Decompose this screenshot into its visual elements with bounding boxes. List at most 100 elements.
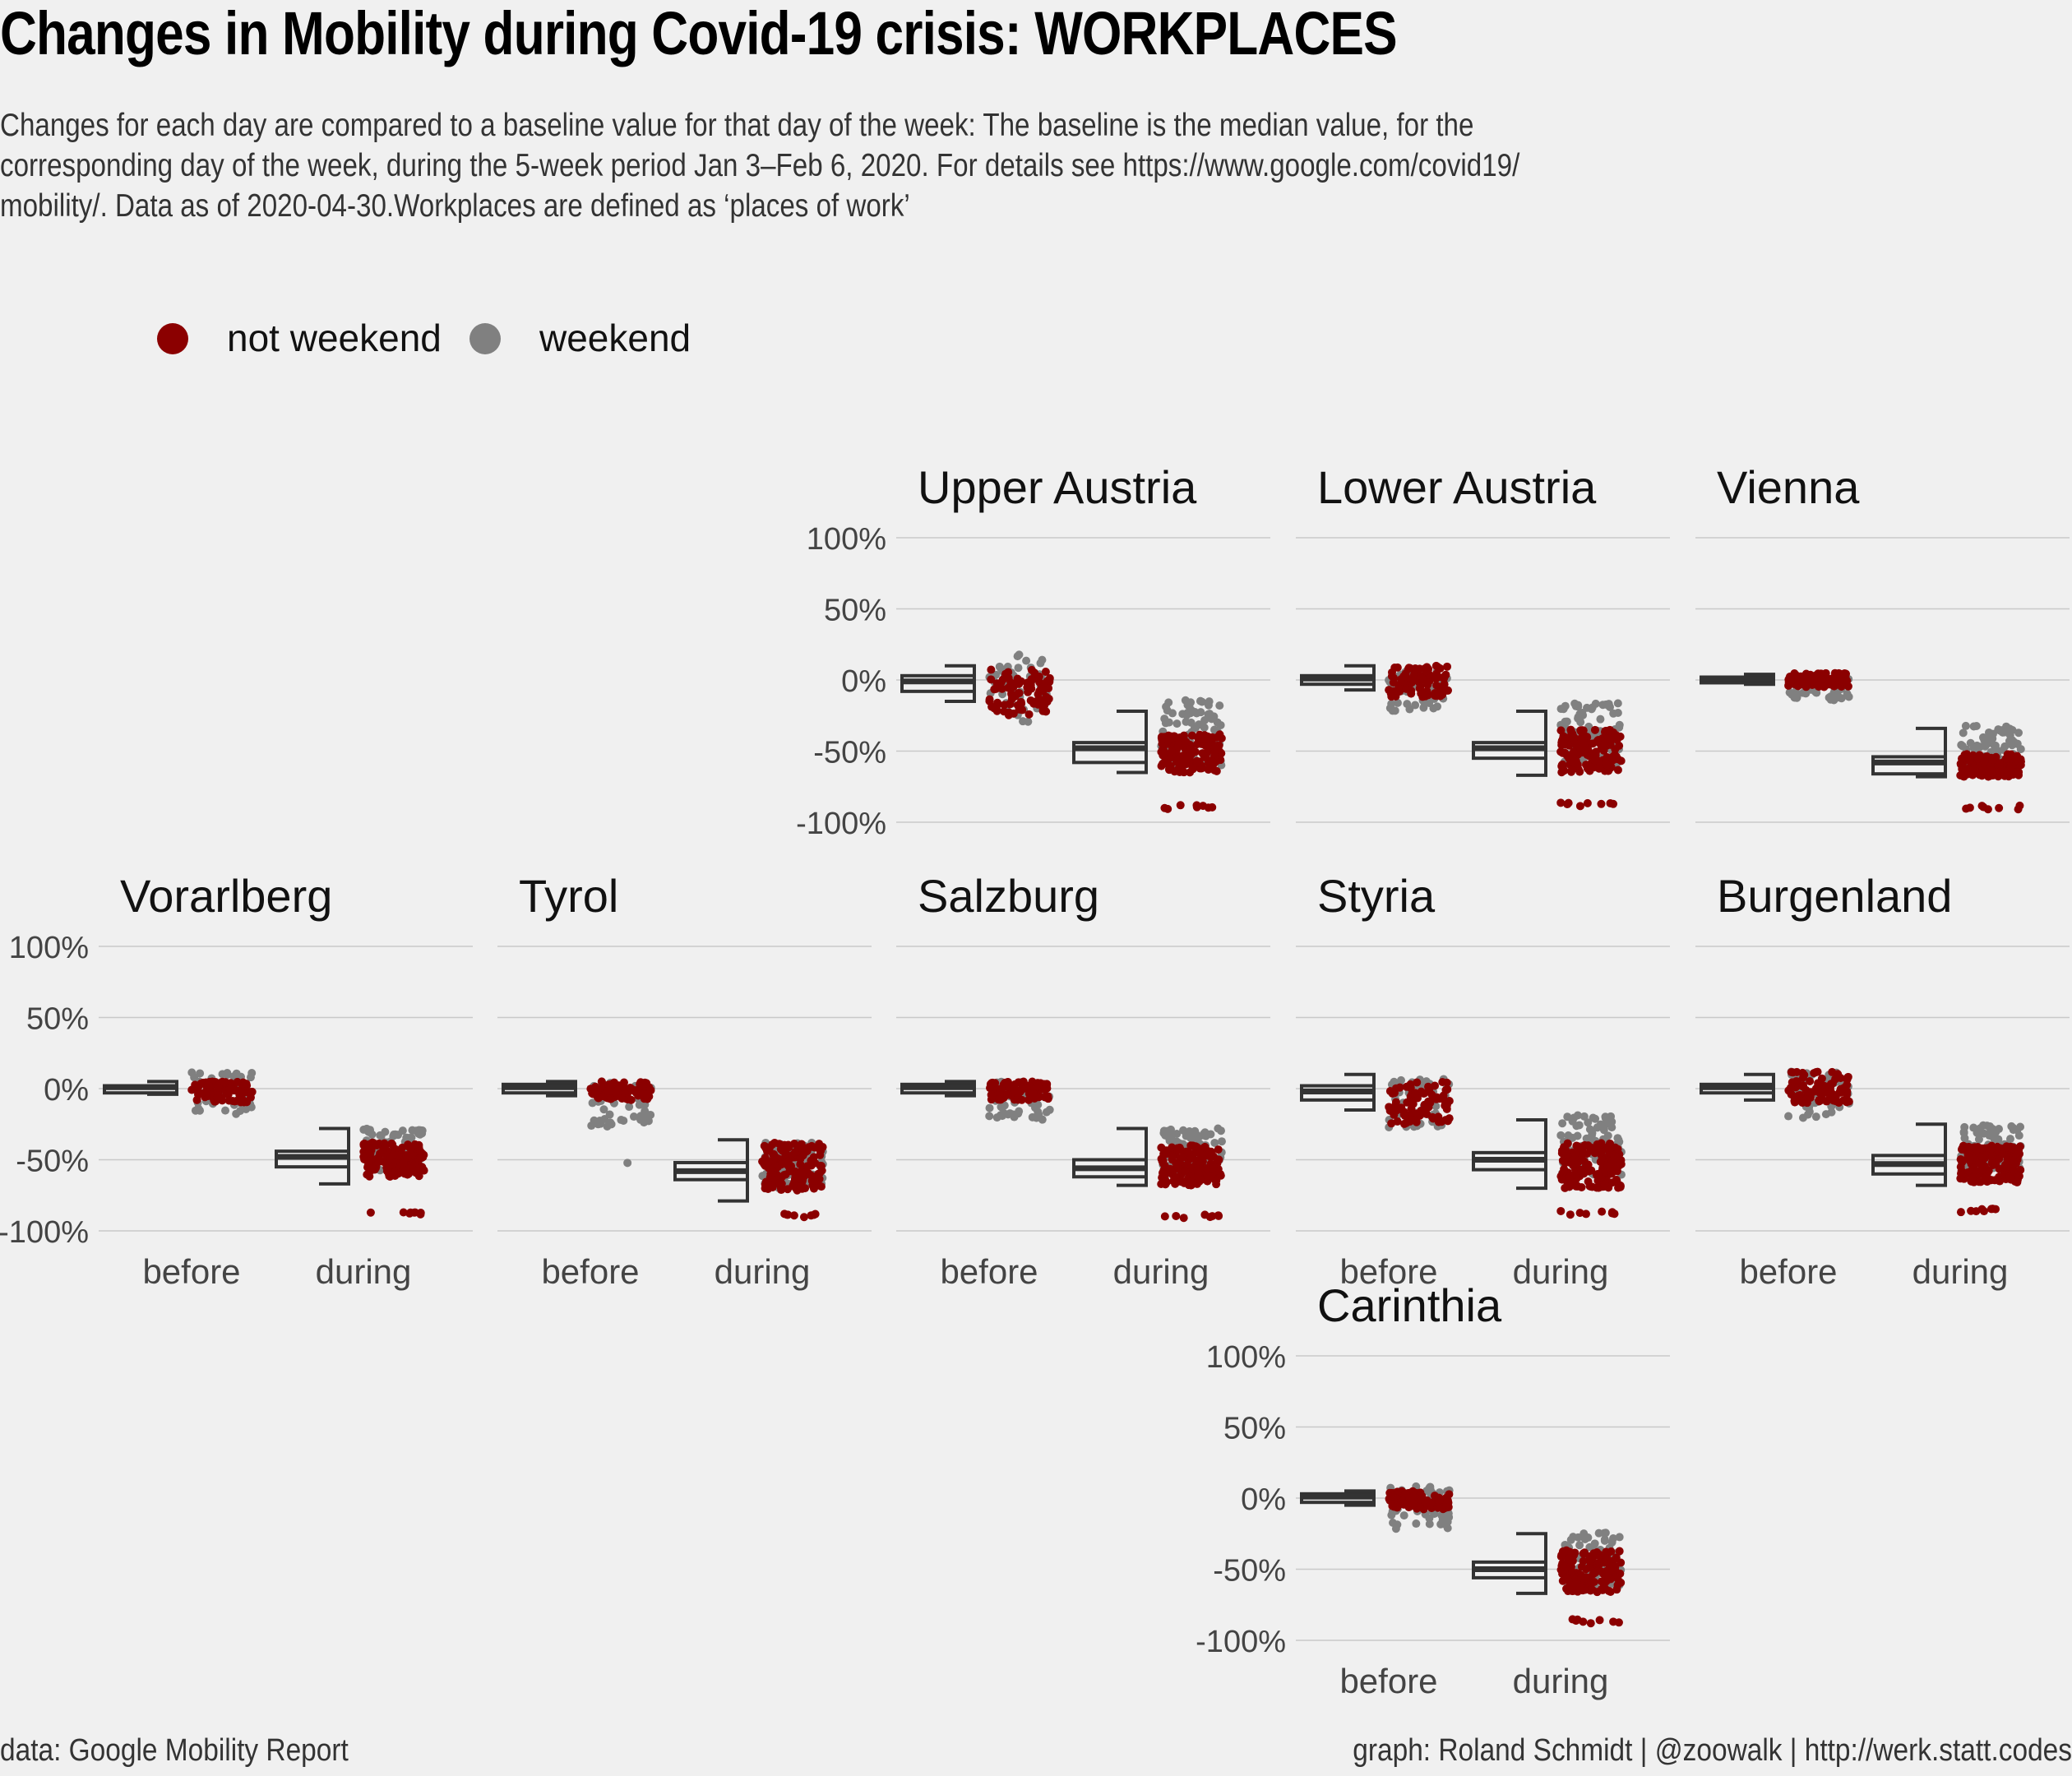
point-not-weekend: [1015, 688, 1024, 697]
point-not-weekend: [1167, 734, 1176, 743]
point-not-weekend: [816, 1146, 825, 1155]
point-weekend: [1805, 1107, 1814, 1116]
point-outlier: [1988, 1205, 1997, 1214]
point-weekend: [1588, 1135, 1597, 1144]
point-weekend: [636, 1115, 645, 1124]
point-weekend: [416, 1126, 425, 1135]
point-not-weekend: [2013, 768, 2022, 777]
point-not-weekend: [998, 675, 1007, 684]
point-not-weekend: [1977, 1153, 1986, 1162]
point-outlier: [1581, 1209, 1590, 1219]
point-weekend: [1443, 1524, 1452, 1533]
facet-panel: Tyrol before during: [497, 870, 872, 1291]
point-not-weekend: [1839, 1084, 1848, 1093]
chart-subtitle: Changes for each day are compared to a b…: [0, 108, 1520, 224]
point-not-weekend: [1399, 672, 1408, 681]
point-not-weekend: [1977, 1177, 1986, 1186]
point-not-weekend: [1432, 681, 1441, 690]
point-weekend: [1191, 708, 1200, 717]
point-not-weekend: [1442, 1078, 1451, 1087]
point-not-weekend: [1817, 1074, 1826, 1083]
point-weekend: [1594, 1529, 1603, 1538]
point-weekend: [1558, 1119, 1567, 1128]
point-not-weekend: [1574, 1158, 1583, 1167]
point-outlier: [1583, 798, 1592, 807]
point-not-weekend: [1411, 664, 1420, 673]
point-weekend: [1015, 650, 1024, 659]
point-not-weekend: [1418, 689, 1427, 698]
point-not-weekend: [1587, 1145, 1596, 1154]
point-weekend: [1785, 688, 1794, 697]
point-not-weekend: [1212, 1180, 1221, 1189]
point-not-weekend: [1968, 770, 1977, 779]
x-tick-label: before: [541, 1252, 639, 1291]
point-not-weekend: [1820, 1088, 1829, 1097]
point-not-weekend: [1806, 1093, 1815, 1102]
facet-title: Upper Austria: [918, 461, 1197, 513]
y-tick-label: 50%: [1223, 1412, 1286, 1446]
whisker: [1916, 1122, 1947, 1187]
point-outlier: [1980, 1207, 1989, 1216]
point-not-weekend: [1416, 682, 1425, 691]
point-weekend: [1200, 1128, 1209, 1137]
point-not-weekend: [1003, 1090, 1012, 1099]
point-not-weekend: [1205, 1171, 1214, 1180]
point-not-weekend: [1019, 1077, 1028, 1086]
point-not-weekend: [992, 684, 1001, 693]
point-not-weekend: [1198, 749, 1207, 758]
point-weekend: [599, 1105, 608, 1114]
point-not-weekend: [1183, 1160, 1192, 1169]
point-weekend: [1589, 1542, 1598, 1551]
legend: not weekend weekend: [157, 317, 691, 359]
point-not-weekend: [1182, 738, 1191, 747]
point-weekend: [1210, 1138, 1219, 1147]
point-weekend: [376, 1131, 385, 1140]
point-weekend: [1389, 1518, 1398, 1527]
boxplot-before: [900, 664, 976, 703]
point-weekend: [1959, 728, 1968, 738]
data-source-caption: data: Google Mobility Report: [0, 1733, 349, 1768]
point-not-weekend: [798, 1142, 807, 1151]
point-weekend: [985, 1112, 994, 1121]
point-not-weekend: [812, 1172, 821, 1182]
point-not-weekend: [1436, 687, 1445, 696]
point-not-weekend: [1590, 756, 1599, 765]
point-weekend: [1161, 1131, 1170, 1140]
point-not-weekend: [796, 1182, 805, 1191]
point-not-weekend: [1443, 1117, 1452, 1126]
point-weekend: [1399, 1511, 1408, 1520]
point-weekend: [1570, 1113, 1579, 1122]
points-during: [1556, 1529, 1626, 1628]
point-not-weekend: [1387, 672, 1396, 681]
point-weekend: [1216, 720, 1225, 729]
boxplot-during: [673, 1138, 749, 1203]
point-not-weekend: [1825, 1094, 1834, 1103]
point-weekend: [196, 1069, 205, 1078]
point-weekend: [1196, 708, 1205, 717]
boxplot-during: [1072, 710, 1148, 775]
point-not-weekend: [1389, 678, 1398, 687]
point-not-weekend: [1604, 1560, 1613, 1569]
point-weekend: [1164, 698, 1173, 707]
point-not-weekend: [1588, 1585, 1597, 1594]
x-tick-label: during: [1912, 1252, 2009, 1291]
point-not-weekend: [2014, 1146, 2023, 1155]
point-not-weekend: [1976, 752, 1985, 761]
point-not-weekend: [1442, 1104, 1451, 1113]
point-not-weekend: [1561, 1562, 1570, 1571]
point-weekend: [1960, 1122, 1969, 1131]
boxplot-before: [1300, 664, 1376, 692]
point-not-weekend: [1613, 765, 1622, 775]
point-weekend: [1412, 1519, 1421, 1529]
point-weekend: [1584, 1118, 1593, 1127]
boxplot-during: [1472, 1118, 1547, 1191]
boxplot-during: [1871, 1122, 1947, 1187]
point-not-weekend: [809, 1184, 818, 1193]
point-not-weekend: [1161, 1177, 1170, 1186]
point-not-weekend: [1390, 664, 1399, 673]
facet-panel: Burgenland before during: [1695, 870, 2070, 1291]
points-before: [985, 650, 1054, 726]
point-not-weekend: [213, 1093, 222, 1102]
point-not-weekend: [1806, 1076, 1815, 1085]
